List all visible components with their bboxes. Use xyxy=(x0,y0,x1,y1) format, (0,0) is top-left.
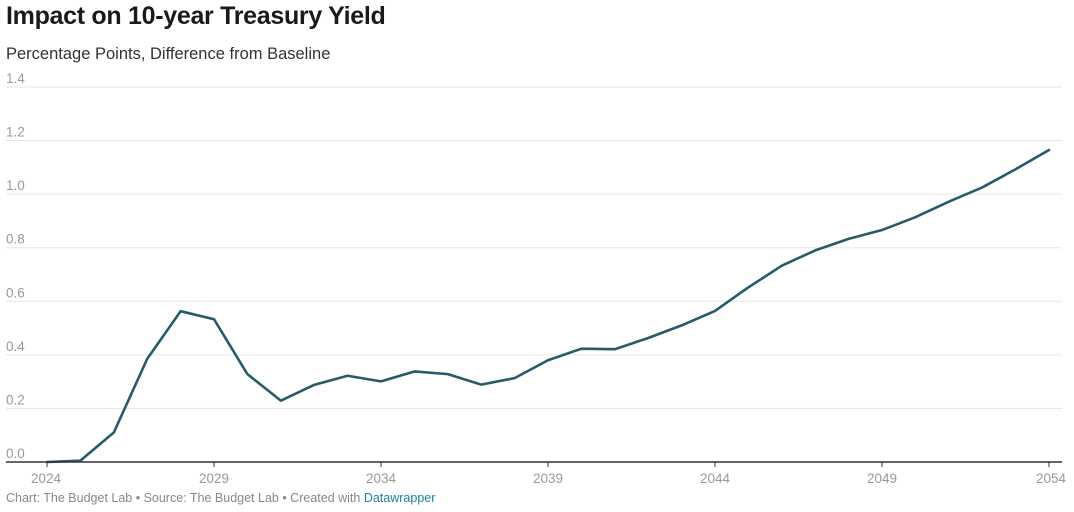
series-layer xyxy=(45,148,1051,464)
y-tick-label: 0.8 xyxy=(6,232,25,247)
x-tick-label: 2029 xyxy=(199,471,229,486)
datawrapper-link[interactable]: Datawrapper xyxy=(363,491,436,505)
chart-title: Impact on 10-year Treasury Yield xyxy=(6,2,386,30)
y-tick-label: 0.6 xyxy=(6,285,25,300)
series-line xyxy=(45,148,1051,464)
gridlines xyxy=(6,86,1062,409)
x-tick-label: 2049 xyxy=(867,471,897,486)
chart-subtitle: Percentage Points, Difference from Basel… xyxy=(6,45,331,63)
footer-credit: Chart: The Budget Lab • Source: The Budg… xyxy=(6,491,364,505)
y-tick-label: 0.4 xyxy=(6,339,25,354)
y-axis-labels: 0.0 0.2 0.4 0.6 0.8 1.0 1.2 1.4 xyxy=(6,71,25,461)
x-tick-label: 2039 xyxy=(533,471,563,486)
x-tick-label: 2044 xyxy=(700,471,731,486)
chart-footer: Chart: The Budget Lab • Source: The Budg… xyxy=(6,491,435,505)
y-tick-label: 1.2 xyxy=(6,125,25,140)
x-axis-labels: 2024 2029 2034 2039 2044 2049 2054 xyxy=(31,462,1066,486)
y-tick-label: 0.0 xyxy=(6,446,25,461)
x-tick-label: 2024 xyxy=(31,471,62,486)
y-tick-label: 0.2 xyxy=(6,392,25,407)
x-tick-label: 2034 xyxy=(366,471,397,486)
y-tick-label: 1.4 xyxy=(6,71,25,86)
y-tick-label: 1.0 xyxy=(6,178,25,193)
x-tick-label: 2054 xyxy=(1036,471,1067,486)
